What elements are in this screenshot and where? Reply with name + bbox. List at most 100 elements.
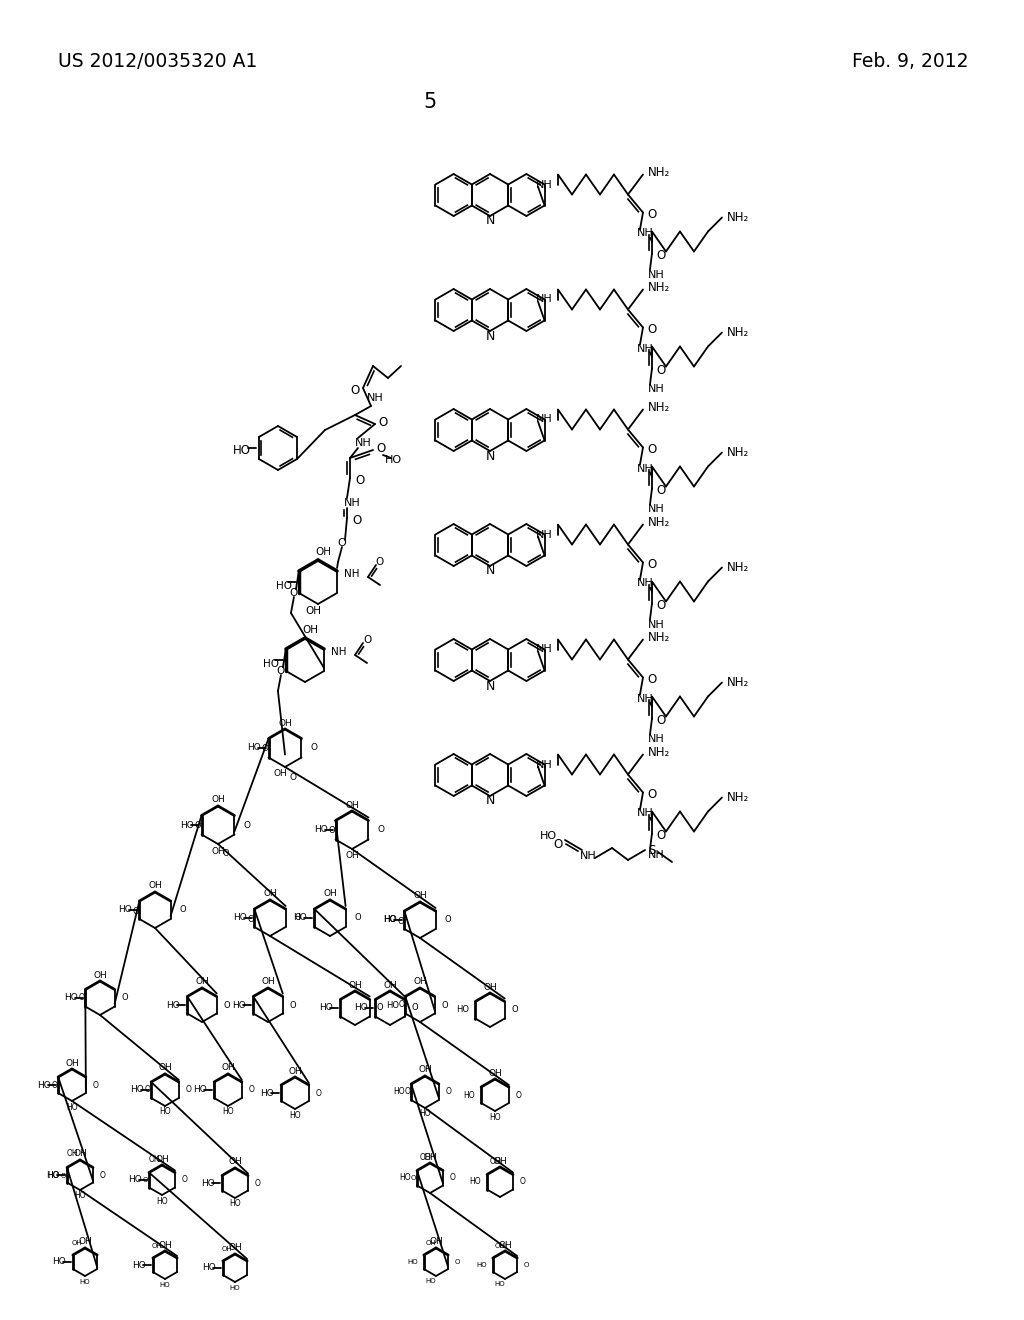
- Text: OH: OH: [383, 981, 397, 990]
- Text: HO: HO: [65, 994, 78, 1002]
- Text: HO: HO: [202, 1263, 216, 1272]
- Text: NH: NH: [647, 619, 665, 630]
- Text: O: O: [516, 1090, 522, 1100]
- Text: O: O: [656, 829, 666, 842]
- Text: O: O: [512, 1006, 518, 1015]
- Text: OH: OH: [488, 1068, 502, 1077]
- Text: NH: NH: [647, 269, 665, 280]
- Text: HO: HO: [222, 1107, 233, 1117]
- Text: O: O: [404, 1088, 410, 1097]
- Text: 5: 5: [423, 92, 436, 112]
- Text: OH: OH: [429, 1238, 442, 1246]
- Text: OH: OH: [305, 606, 321, 616]
- Text: OH: OH: [158, 1064, 172, 1072]
- Text: O: O: [444, 916, 452, 924]
- Text: OH: OH: [345, 800, 358, 809]
- Text: NH: NH: [637, 693, 653, 704]
- Text: HO: HO: [354, 1003, 368, 1012]
- Text: HO: HO: [263, 659, 279, 669]
- Text: O: O: [647, 209, 656, 220]
- Text: O: O: [656, 364, 666, 378]
- Text: OH: OH: [73, 1150, 87, 1159]
- Text: OH: OH: [302, 624, 318, 635]
- Text: O: O: [100, 1171, 105, 1180]
- Text: HO: HO: [260, 1089, 273, 1097]
- Text: OH: OH: [66, 1059, 79, 1068]
- Text: O: O: [446, 1088, 452, 1097]
- Text: NH: NH: [647, 734, 665, 744]
- Text: NH: NH: [536, 180, 552, 190]
- Text: NH₂: NH₂: [648, 746, 670, 759]
- Text: HO: HO: [233, 444, 251, 457]
- Text: US 2012/0035320 A1: US 2012/0035320 A1: [58, 51, 257, 71]
- Text: NH₂: NH₂: [727, 676, 750, 689]
- Text: O: O: [647, 323, 656, 337]
- Text: O: O: [523, 1262, 528, 1269]
- Text: O: O: [244, 821, 251, 829]
- Text: HO: HO: [160, 1282, 170, 1288]
- Text: HO: HO: [130, 1085, 144, 1094]
- Text: OH: OH: [261, 978, 274, 986]
- Text: HO: HO: [37, 1081, 51, 1089]
- Text: NH: NH: [344, 498, 360, 508]
- Text: NH: NH: [580, 851, 596, 861]
- Text: O: O: [290, 587, 298, 598]
- Text: HO: HO: [166, 1001, 180, 1010]
- Text: O: O: [354, 913, 361, 923]
- Text: O: O: [122, 994, 128, 1002]
- Text: HO: HO: [132, 1261, 145, 1270]
- Text: O: O: [656, 249, 666, 261]
- Text: O: O: [520, 1177, 526, 1187]
- Text: NH: NH: [637, 228, 653, 239]
- Text: NH: NH: [637, 343, 653, 354]
- Text: HO: HO: [393, 1088, 404, 1097]
- Text: OH: OH: [78, 1238, 92, 1246]
- Text: HO: HO: [180, 821, 194, 829]
- Text: O: O: [377, 441, 386, 454]
- Text: HO: HO: [229, 1200, 241, 1209]
- Text: O: O: [647, 558, 656, 572]
- Text: O: O: [397, 916, 403, 925]
- Text: NH₂: NH₂: [727, 326, 750, 339]
- Text: O: O: [255, 1179, 261, 1188]
- Text: NH: NH: [647, 850, 665, 859]
- Text: HO: HO: [289, 1110, 301, 1119]
- Text: NH₂: NH₂: [727, 446, 750, 459]
- Text: NH₂: NH₂: [727, 561, 750, 574]
- Text: HO: HO: [386, 1001, 399, 1010]
- Text: O: O: [656, 714, 666, 727]
- Text: OH: OH: [221, 1064, 234, 1072]
- Text: NH: NH: [536, 294, 552, 305]
- Text: OH: OH: [494, 1156, 507, 1166]
- Text: NH: NH: [637, 808, 653, 818]
- Text: O: O: [179, 906, 186, 915]
- Text: HO: HO: [229, 1284, 241, 1291]
- Text: N: N: [485, 214, 495, 227]
- Text: O: O: [553, 837, 562, 850]
- Text: N: N: [485, 680, 495, 693]
- Text: O: O: [338, 539, 346, 548]
- Text: NH₂: NH₂: [727, 211, 750, 224]
- Text: O: O: [329, 826, 335, 836]
- Text: OH: OH: [288, 1067, 302, 1076]
- Text: OH: OH: [228, 1243, 242, 1253]
- Text: HO: HO: [384, 455, 401, 465]
- Text: O: O: [186, 1085, 191, 1094]
- Text: HO: HO: [52, 1258, 66, 1266]
- Text: O: O: [362, 635, 371, 645]
- Text: NH: NH: [331, 647, 347, 657]
- Text: O: O: [647, 673, 656, 686]
- Text: O: O: [451, 1173, 456, 1183]
- Text: OH: OH: [221, 1246, 232, 1251]
- Text: O: O: [247, 915, 254, 924]
- Text: O: O: [261, 744, 268, 752]
- Text: NH: NH: [367, 393, 383, 403]
- Text: O: O: [60, 1172, 66, 1179]
- Text: O: O: [441, 1001, 449, 1010]
- Text: NH: NH: [354, 438, 372, 447]
- Text: HO: HO: [276, 581, 292, 591]
- Text: HO: HO: [67, 1102, 78, 1111]
- Text: HO: HO: [457, 1006, 469, 1015]
- Text: OH: OH: [152, 1243, 163, 1249]
- Text: O: O: [142, 1177, 147, 1184]
